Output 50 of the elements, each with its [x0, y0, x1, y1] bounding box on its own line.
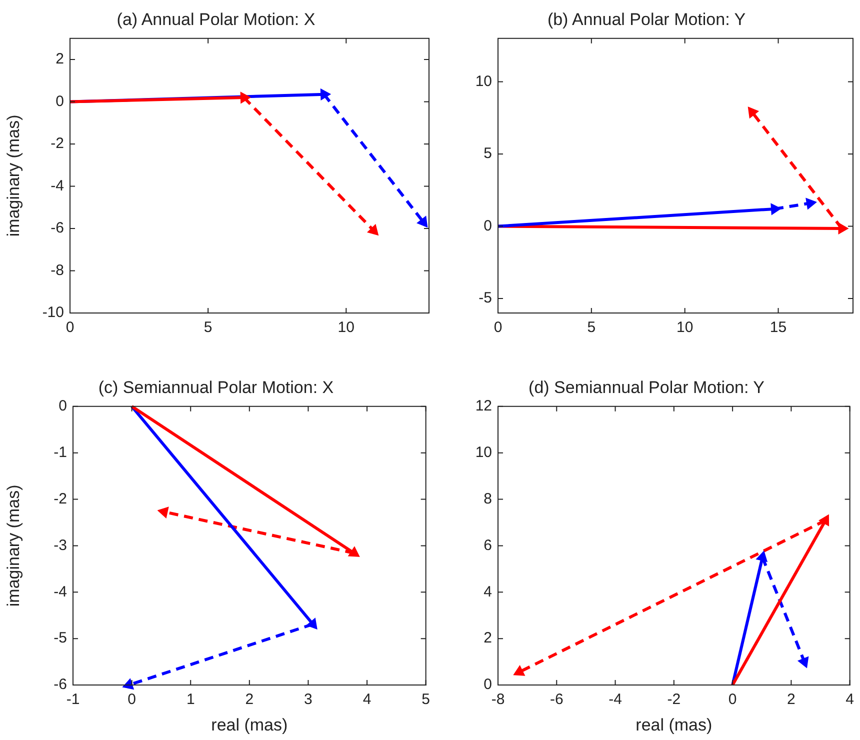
x-tick-label: -2	[667, 691, 681, 708]
y-tick-label: -5	[478, 290, 492, 307]
y-tick-label: 2	[484, 630, 492, 647]
x-tick-label: 15	[770, 319, 787, 336]
y-tick-label: -3	[54, 536, 67, 554]
y-tick-label: -8	[50, 262, 64, 279]
x-tick-label: 0	[728, 691, 737, 708]
y-tick-label: 5	[484, 145, 492, 162]
x-tick-label: 5	[587, 319, 596, 336]
x-tick-label: 10	[338, 319, 354, 336]
y-tick-label: -2	[54, 490, 67, 508]
y-tick-label: 8	[484, 490, 492, 508]
x-tick-label: 10	[676, 319, 694, 336]
y-tick-label: -6	[50, 220, 64, 237]
x-tick-label: 3	[304, 691, 312, 708]
x-axis-title: real (mas)	[636, 715, 712, 734]
y-axis-title: imaginary (mas)	[4, 114, 23, 237]
x-tick-label: 4	[846, 691, 854, 708]
y-tick-label: 12	[475, 398, 492, 415]
x-tick-label: 5	[204, 319, 212, 336]
x-axis-title: real (mas)	[211, 715, 288, 734]
y-tick-label: 10	[475, 72, 492, 90]
y-tick-label: -4	[54, 583, 67, 600]
chart-title: (c) Semiannual Polar Motion: X	[98, 378, 334, 397]
y-tick-label: 6	[484, 536, 492, 554]
y-tick-label: -5	[54, 630, 67, 647]
y-tick-label: 0	[56, 92, 64, 110]
chart-title: (b) Annual Polar Motion: Y	[547, 10, 746, 29]
y-tick-label: 4	[484, 583, 492, 600]
y-tick-label: 0	[484, 676, 492, 694]
chart-title: (a) Annual Polar Motion: X	[116, 10, 316, 29]
y-axis-title: imaginary (mas)	[4, 484, 23, 607]
y-tick-label: 10	[475, 444, 492, 461]
y-tick-label: 0	[58, 398, 67, 415]
x-tick-label: 2	[245, 691, 254, 708]
y-tick-label: -4	[50, 177, 64, 194]
x-tick-label: -4	[608, 691, 622, 708]
x-tick-label: 4	[362, 691, 372, 708]
x-tick-label: 1	[186, 691, 195, 708]
y-tick-label: -2	[50, 135, 64, 152]
x-tick-label: 0	[128, 691, 136, 708]
x-tick-label: 2	[787, 691, 796, 708]
x-tick-label: -6	[550, 691, 564, 708]
y-tick-label: 2	[56, 50, 64, 68]
y-tick-label: -1	[54, 444, 67, 461]
chart-title: (d) Semiannual Polar Motion: Y	[528, 378, 764, 397]
y-tick-label: -10	[42, 304, 64, 322]
y-tick-label: 0	[484, 217, 492, 234]
x-tick-label: 5	[422, 691, 430, 708]
y-tick-label: -6	[54, 676, 67, 694]
